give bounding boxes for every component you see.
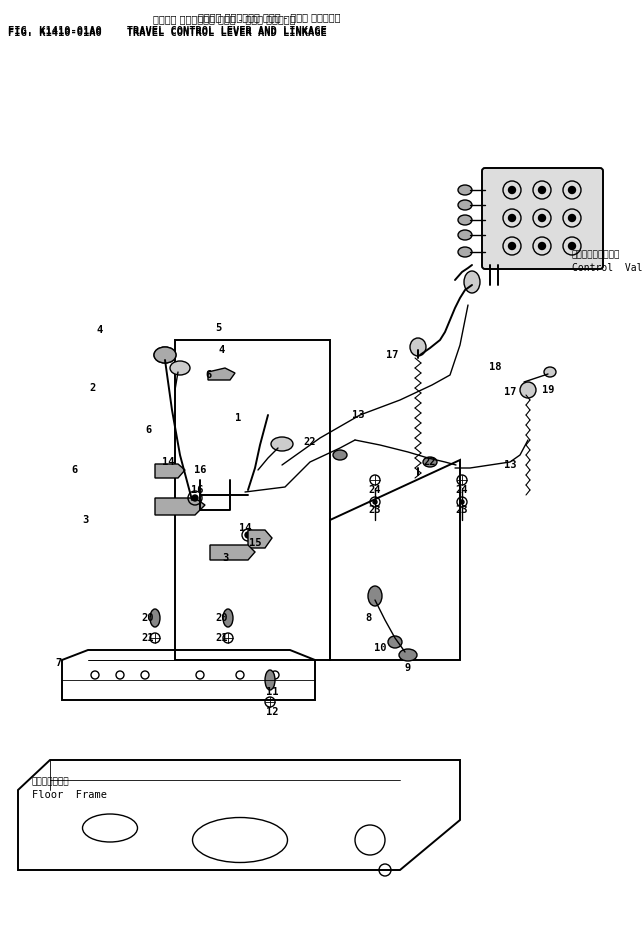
Text: 13: 13 xyxy=(504,460,516,470)
Text: ソウコウ コントロール レバー - および リンケージ: ソウコウ コントロール レバー - および リンケージ xyxy=(198,12,341,22)
Ellipse shape xyxy=(539,215,546,221)
Ellipse shape xyxy=(539,187,546,193)
Polygon shape xyxy=(155,498,205,515)
Text: 6: 6 xyxy=(205,370,211,380)
Text: 2: 2 xyxy=(89,383,95,393)
Text: 3: 3 xyxy=(82,515,88,525)
Ellipse shape xyxy=(223,609,233,627)
Ellipse shape xyxy=(458,247,472,257)
Ellipse shape xyxy=(544,367,556,377)
Ellipse shape xyxy=(458,185,472,195)
Ellipse shape xyxy=(388,636,402,648)
Ellipse shape xyxy=(508,215,516,221)
Ellipse shape xyxy=(154,347,176,363)
Ellipse shape xyxy=(458,200,472,210)
Ellipse shape xyxy=(569,243,575,249)
Text: Control  Valve: Control Valve xyxy=(572,263,642,273)
Ellipse shape xyxy=(410,338,426,356)
Text: 18: 18 xyxy=(489,362,501,372)
Ellipse shape xyxy=(399,649,417,661)
Ellipse shape xyxy=(271,437,293,451)
Text: 19: 19 xyxy=(542,385,554,395)
FancyBboxPatch shape xyxy=(482,168,603,269)
Text: FIG. K1410-01A0    TRAVEL CONTROL LEVER AND LINKAGE: FIG. K1410-01A0 TRAVEL CONTROL LEVER AND… xyxy=(8,28,327,38)
Text: 16: 16 xyxy=(191,485,204,495)
Ellipse shape xyxy=(192,495,198,501)
Text: 21: 21 xyxy=(216,633,229,643)
Text: 13: 13 xyxy=(352,410,364,420)
Text: 6: 6 xyxy=(71,465,77,475)
Text: 20: 20 xyxy=(142,613,154,623)
Text: ソウコウ コントロール レバー - および リンケージ: ソウコウ コントロール レバー - および リンケージ xyxy=(153,14,296,24)
Text: 12: 12 xyxy=(266,707,278,717)
Ellipse shape xyxy=(150,609,160,627)
Text: 3: 3 xyxy=(222,553,228,563)
Text: 23: 23 xyxy=(456,505,468,515)
Text: 1: 1 xyxy=(235,413,241,423)
Ellipse shape xyxy=(539,243,546,249)
Ellipse shape xyxy=(245,532,251,538)
Polygon shape xyxy=(248,530,272,548)
Text: 16: 16 xyxy=(194,465,206,475)
Ellipse shape xyxy=(423,457,437,467)
Ellipse shape xyxy=(569,215,575,221)
Text: 15: 15 xyxy=(248,538,261,548)
Ellipse shape xyxy=(373,500,377,504)
Polygon shape xyxy=(208,368,235,380)
Text: 4: 4 xyxy=(219,345,225,355)
Ellipse shape xyxy=(464,271,480,293)
Text: フロアフレーム: フロアフレーム xyxy=(32,777,69,786)
Ellipse shape xyxy=(460,500,464,504)
Ellipse shape xyxy=(458,215,472,225)
Text: 14: 14 xyxy=(239,523,251,533)
Text: 17: 17 xyxy=(386,350,398,360)
Text: 24: 24 xyxy=(456,485,468,495)
Ellipse shape xyxy=(170,361,190,375)
Ellipse shape xyxy=(265,670,275,690)
Text: FIG. K1410-01A0    TRAVEL CONTROL LEVER AND LINKAGE: FIG. K1410-01A0 TRAVEL CONTROL LEVER AND… xyxy=(8,26,327,36)
Text: コントロールバルブ: コントロールバルブ xyxy=(572,250,620,260)
Ellipse shape xyxy=(458,230,472,240)
Text: 5: 5 xyxy=(215,323,221,333)
Text: 22: 22 xyxy=(304,437,317,447)
Text: 21: 21 xyxy=(142,633,154,643)
Ellipse shape xyxy=(333,450,347,460)
Text: 20: 20 xyxy=(216,613,229,623)
Text: 6: 6 xyxy=(145,425,151,435)
Polygon shape xyxy=(155,464,185,478)
Text: 10: 10 xyxy=(374,643,386,653)
Text: 17: 17 xyxy=(504,387,516,397)
Text: 14: 14 xyxy=(162,457,174,467)
Text: 8: 8 xyxy=(365,613,371,623)
Text: Floor  Frame: Floor Frame xyxy=(32,790,107,800)
Text: 23: 23 xyxy=(369,505,381,515)
Text: 11: 11 xyxy=(266,687,278,697)
Ellipse shape xyxy=(508,187,516,193)
Ellipse shape xyxy=(508,243,516,249)
Polygon shape xyxy=(210,545,255,560)
Ellipse shape xyxy=(569,187,575,193)
Ellipse shape xyxy=(368,586,382,606)
Text: 9: 9 xyxy=(405,663,411,673)
Text: 4: 4 xyxy=(97,325,103,335)
Text: 24: 24 xyxy=(369,485,381,495)
Ellipse shape xyxy=(154,347,176,363)
Text: 22: 22 xyxy=(424,457,437,467)
Text: 7: 7 xyxy=(55,658,61,668)
Ellipse shape xyxy=(520,382,536,398)
